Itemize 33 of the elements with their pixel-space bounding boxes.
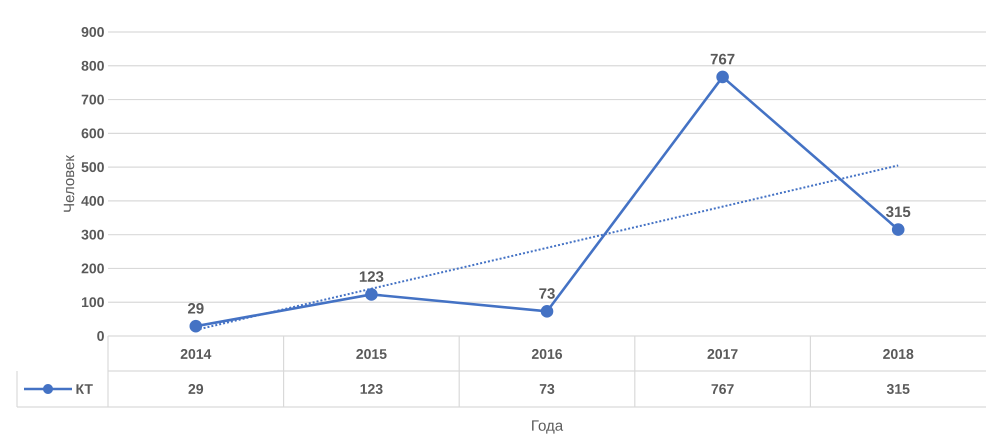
y-tick-label: 800 [82, 60, 104, 71]
point [716, 70, 729, 84]
x-tick-label: 2014 [180, 349, 212, 359]
x-tick-label: 2015 [356, 349, 387, 359]
data-label: 315 [886, 384, 910, 394]
y-axis-title: Человек [64, 155, 74, 212]
y-tick-label: 700 [82, 94, 104, 105]
x-tick-label: 2018 [883, 349, 914, 359]
text: 767 [710, 54, 734, 64]
point [540, 305, 554, 318]
data-label: 29 [188, 384, 204, 394]
text: 73 [539, 288, 555, 299]
y-tick-label: 300 [81, 230, 104, 240]
y-tick-label: 0 [97, 331, 104, 341]
point [190, 320, 202, 333]
y-tick-label: 500 [82, 162, 104, 172]
point [365, 288, 378, 301]
data-label: 767 [712, 384, 734, 394]
x-tick-label: 2016 [532, 349, 562, 359]
text: 315 [886, 206, 910, 218]
text: 123 [360, 271, 384, 282]
x-tick-label: 2017 [708, 349, 738, 359]
y-tick-label: 100 [82, 297, 104, 308]
text: 29 [188, 303, 204, 314]
y-tick-label: 600 [82, 128, 104, 138]
x-axis-title: Года [532, 420, 564, 434]
y-tick-label: 900 [82, 27, 104, 37]
data-label: 123 [360, 384, 383, 394]
data-label: 73 [540, 384, 554, 394]
y-tick-label: 400 [81, 196, 104, 206]
point [892, 223, 905, 236]
y-tick-label: 200 [82, 263, 104, 274]
legend-label: КТ [76, 384, 93, 394]
